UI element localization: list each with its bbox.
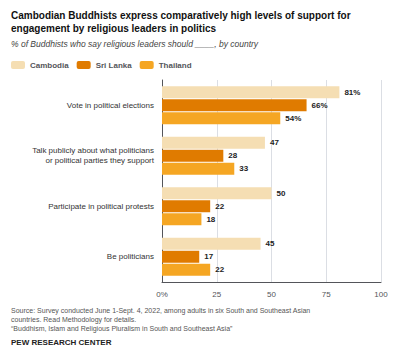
svg-text:54%: 54% (285, 114, 301, 123)
svg-text:Talk publicly about what polit: Talk publicly about what politicians (32, 146, 154, 155)
svg-text:81%: 81% (344, 88, 360, 97)
svg-text:% of Buddhists who say religio: % of Buddhists who say religious leaders… (11, 39, 259, 49)
svg-text:22: 22 (215, 265, 224, 274)
svg-text:Vote in political elections: Vote in political elections (67, 101, 154, 110)
svg-text:45: 45 (266, 239, 275, 248)
svg-text:PEW RESEARCH CENTER: PEW RESEARCH CENTER (11, 338, 112, 347)
svg-text:18: 18 (206, 215, 215, 224)
svg-text:0%: 0% (156, 290, 168, 299)
svg-text:28: 28 (228, 151, 237, 160)
svg-text:Sri Lanka: Sri Lanka (96, 61, 133, 70)
svg-text:22: 22 (215, 202, 224, 211)
svg-text:engagement by religious leader: engagement by religious leaders in polit… (11, 23, 216, 34)
svg-text:Thailand: Thailand (159, 61, 192, 70)
svg-text:25: 25 (212, 290, 221, 299)
svg-text:50: 50 (267, 290, 276, 299)
svg-text:75: 75 (322, 290, 331, 299)
svg-text:“Buddhism, Islam and Religious: “Buddhism, Islam and Religious Pluralism… (11, 325, 233, 333)
svg-text:33: 33 (239, 164, 248, 173)
svg-text:66%: 66% (312, 101, 328, 110)
svg-text:17: 17 (204, 252, 213, 261)
svg-text:Source: Survey conducted June: Source: Survey conducted June 1-Sept. 4,… (11, 307, 312, 315)
svg-text:or political parties they supp: or political parties they support (46, 156, 155, 165)
svg-text:Be politicians: Be politicians (107, 252, 154, 261)
svg-text:50: 50 (277, 189, 286, 198)
svg-text:100: 100 (374, 290, 388, 299)
svg-text:Cambodia: Cambodia (30, 61, 69, 70)
svg-text:47: 47 (270, 138, 279, 147)
svg-text:Participate in political prote: Participate in political protests (48, 202, 154, 211)
svg-text:Cambodian Buddhists express co: Cambodian Buddhists express comparativel… (11, 10, 353, 21)
svg-text:countries. Read Methodology fo: countries. Read Methodology for details. (11, 316, 136, 324)
